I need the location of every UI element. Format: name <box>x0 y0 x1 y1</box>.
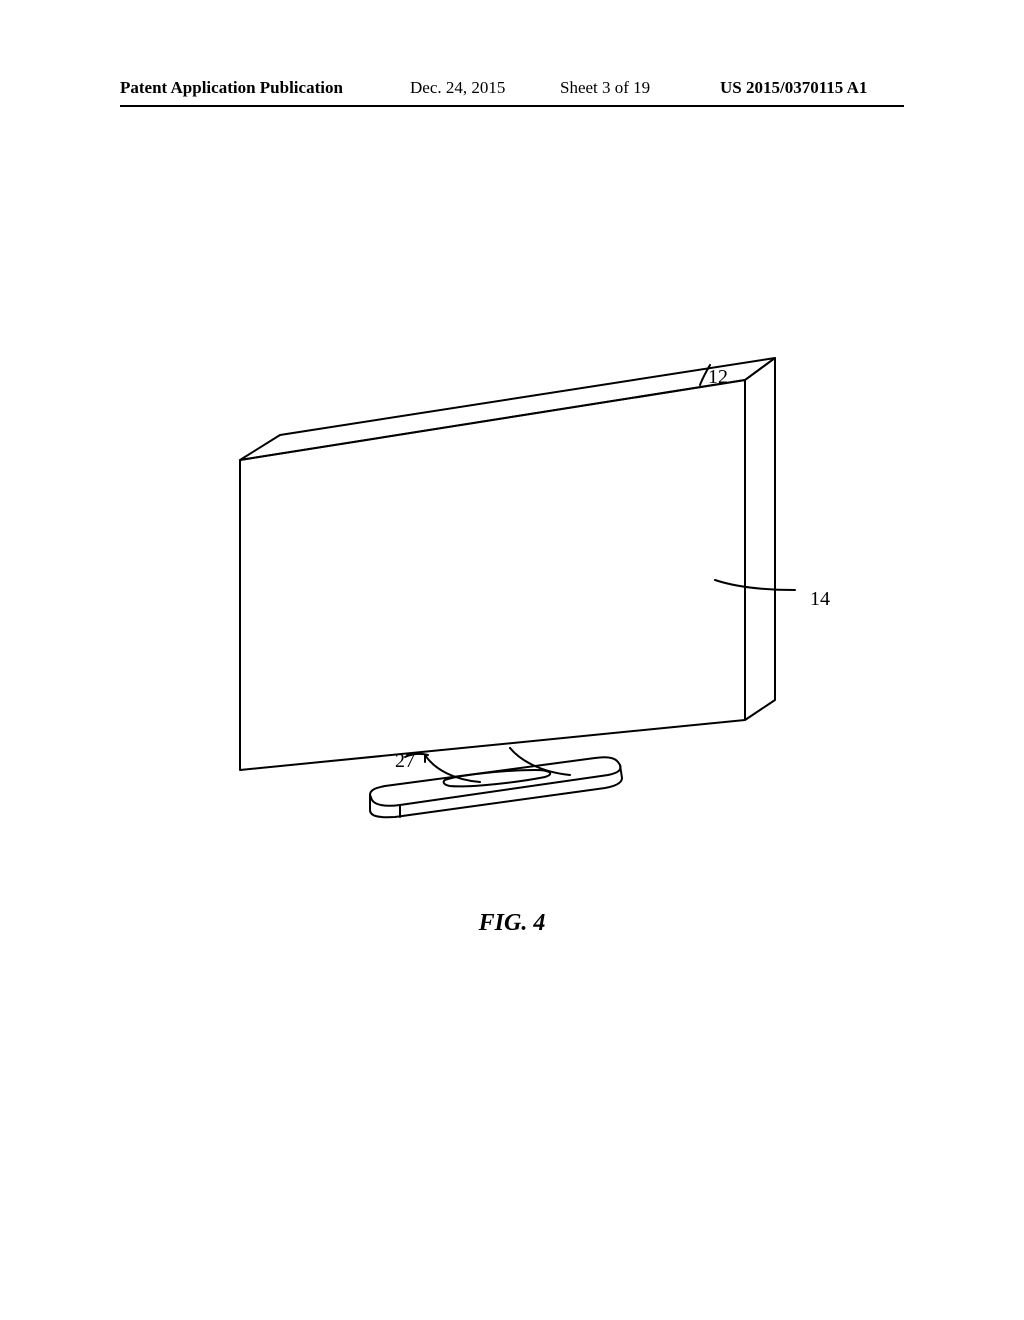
figure-caption: FIG. 4 <box>0 910 1024 937</box>
ref-14-label: 14 <box>810 588 830 611</box>
figure-container: 12 14 27 FIG. 4 <box>0 0 1024 1320</box>
ref-12-label: 12 <box>708 366 728 389</box>
page: Patent Application Publication Dec. 24, … <box>0 0 1024 1320</box>
ref-27-label: 27 <box>395 750 415 773</box>
monitor-drawing <box>200 350 840 910</box>
